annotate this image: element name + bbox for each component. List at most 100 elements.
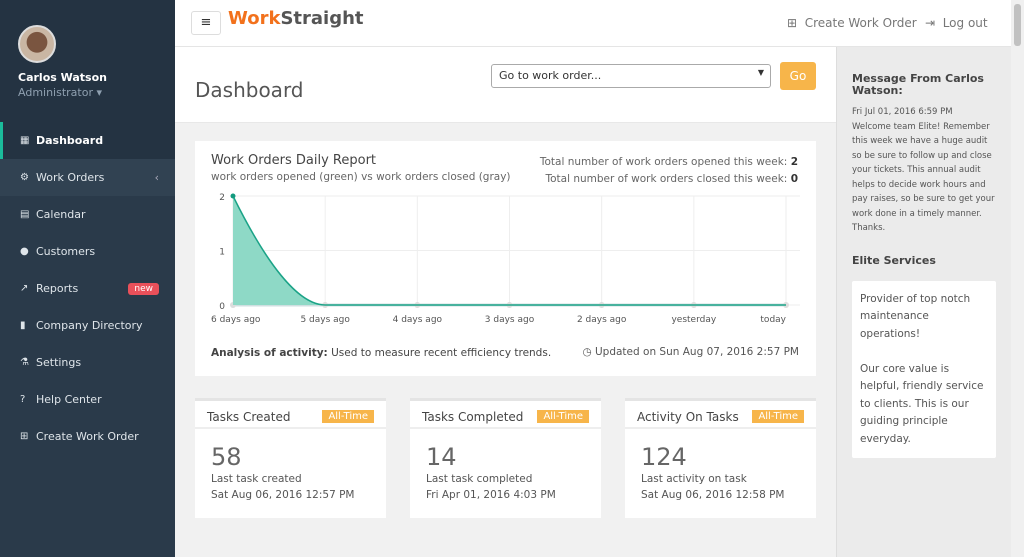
caret-down-icon: ▼ <box>757 68 764 77</box>
stat-title: Activity On Tasks <box>637 410 739 424</box>
opened-total: Total number of work orders opened this … <box>540 156 798 168</box>
sidebar: Carlos Watson Administrator ▾ ▦ Dashboard… <box>0 0 175 557</box>
logout-link[interactable]: ⇥ Log out <box>925 16 988 30</box>
topbar: ≡ WorkStraight ⊞ Create Work Order ⇥ Log… <box>175 0 1011 47</box>
th-large-icon: ▦ <box>20 135 30 146</box>
avatar[interactable] <box>18 25 56 63</box>
create-label: Create Work Order <box>804 16 917 30</box>
sidebar-item-label: Company Directory <box>36 319 143 332</box>
line-chart-icon: ↗ <box>20 283 29 294</box>
sidebar-item-reports[interactable]: ↗ Reports new <box>0 270 175 307</box>
select-value: Go to work order... <box>499 69 602 82</box>
closed-label: Total number of work orders closed this … <box>545 173 788 185</box>
create-work-order-link[interactable]: ⊞ Create Work Order <box>787 16 917 30</box>
opened-label: Total number of work orders opened this … <box>539 156 788 168</box>
scrollbar-thumb[interactable] <box>1014 4 1021 46</box>
page-header: Dashboard Go to work order... ▼ Go <box>175 47 836 123</box>
opened-point <box>230 193 236 199</box>
report-title: Work Orders Daily Report <box>211 153 377 168</box>
sidebar-item-label: Help Center <box>36 393 102 406</box>
sidebar-item-label: Create Work Order <box>36 430 139 443</box>
sidebar-item-label: Calendar <box>36 208 86 221</box>
message-heading: Message From Carlos Watson: <box>852 72 984 97</box>
stat-date: Sat Aug 06, 2016 12:57 PM <box>211 489 355 501</box>
x-tick-label: yesterday <box>671 315 716 325</box>
stat-title: Tasks Completed <box>422 410 524 424</box>
opened-series-line <box>232 195 786 306</box>
report-subtitle: work orders opened (green) vs work order… <box>211 171 511 183</box>
sidebar-item-label: Settings <box>36 356 82 369</box>
all-time-badge: All-Time <box>537 410 589 423</box>
chevron-left-icon: ‹ <box>154 171 159 184</box>
go-button[interactable]: Go <box>780 62 816 90</box>
services-p2: Our core value is helpful, friendly serv… <box>860 362 984 445</box>
flask-icon: ⚗ <box>20 357 29 368</box>
menu-toggle-button[interactable]: ≡ <box>191 11 221 35</box>
daily-report-chart: 0 1 2 6 days ago 5 days ago 4 days ago 3 days … <box>211 193 800 325</box>
profile: Carlos Watson Administrator ▾ <box>0 0 175 122</box>
sidebar-item-dashboard[interactable]: ▦ Dashboard <box>0 122 175 159</box>
updated-timestamp: ◷ Updated on Sun Aug 07, 2016 2:57 PM <box>582 346 799 358</box>
closed-value: 0 <box>790 173 798 185</box>
sidebar-item-company-directory[interactable]: ▮ Company Directory <box>0 307 175 344</box>
sidebar-item-label: Customers <box>36 245 96 258</box>
stat-caption: Last task created <box>211 473 302 485</box>
x-tick-label: 5 days ago <box>300 315 350 325</box>
sidebar-item-label: Work Orders <box>36 171 105 184</box>
logo[interactable]: WorkStraight <box>228 8 364 29</box>
sidebar-item-settings[interactable]: ⚗ Settings <box>0 344 175 381</box>
user-name: Carlos Watson <box>18 71 107 84</box>
opened-series-area <box>233 196 786 305</box>
user-role: Administrator <box>18 86 93 99</box>
analysis-text: Analysis of activity: Used to measure re… <box>211 347 551 359</box>
stat-caption: Last task completed <box>426 473 533 485</box>
calendar-icon: ▤ <box>20 209 30 220</box>
updated-text: Updated on Sun Aug 07, 2016 2:57 PM <box>594 346 799 358</box>
stat-card-tasks-created: Tasks Created All-Time 58 Last task creat… <box>195 398 386 518</box>
x-tick-label: today <box>760 315 786 325</box>
logo-straight: Straight <box>280 8 364 29</box>
user-icon: ● <box>20 246 29 257</box>
analysis-label: Analysis of activity: <box>211 347 328 359</box>
sign-out-icon: ⇥ <box>925 16 936 30</box>
logout-label: Log out <box>942 16 988 30</box>
closed-total: Total number of work orders closed this … <box>545 173 798 185</box>
message-body: Welcome team Elite! Remember this week w… <box>852 121 995 234</box>
services-heading: Elite Services <box>852 253 936 267</box>
plus-square-icon: ⊞ <box>20 431 29 442</box>
stat-caption: Last activity on task <box>641 473 747 485</box>
scrollbar[interactable] <box>1011 0 1024 557</box>
sidebar-item-calendar[interactable]: ▤ Calendar <box>0 196 175 233</box>
stat-value: 124 <box>641 443 687 471</box>
goto-work-order-select[interactable]: Go to work order... ▼ <box>491 64 771 88</box>
user-role-dropdown[interactable]: Administrator ▾ <box>18 86 157 99</box>
analysis-value: Used to measure recent efficiency trends… <box>331 347 552 359</box>
logo-work: Work <box>228 8 281 29</box>
x-tick-label: 4 days ago <box>393 315 443 325</box>
services-box: Provider of top notch maintenance operat… <box>852 280 996 458</box>
plus-square-icon: ⊞ <box>787 16 798 30</box>
sidebar-item-customers[interactable]: ● Customers <box>0 233 175 270</box>
x-tick-label: 2 days ago <box>577 315 627 325</box>
sidebar-item-create-work-order[interactable]: ⊞ Create Work Order <box>0 418 175 455</box>
y-tick-label: 2 <box>219 193 225 203</box>
x-tick-label: 3 days ago <box>485 315 535 325</box>
opened-value: 2 <box>790 156 798 168</box>
new-badge: new <box>128 282 159 295</box>
caret-down-icon: ▾ <box>96 86 103 99</box>
y-tick-label: 0 <box>219 302 225 312</box>
clock-icon: ◷ <box>582 346 592 358</box>
question-icon: ? <box>20 394 26 405</box>
right-panel: Message From Carlos Watson: Fri Jul 01, … <box>836 47 1011 557</box>
stat-card-activity: Activity On Tasks All-Time 124 Last activ… <box>625 398 816 518</box>
sidebar-item-label: Dashboard <box>36 134 104 147</box>
all-time-badge: All-Time <box>322 410 374 423</box>
stat-date: Fri Apr 01, 2016 4:03 PM <box>426 489 556 501</box>
stat-card-tasks-completed: Tasks Completed All-Time 14 Last task com… <box>410 398 601 518</box>
sidebar-item-label: Reports <box>36 282 79 295</box>
sidebar-item-work-orders[interactable]: ⚙ Work Orders ‹ <box>0 159 175 196</box>
page-title: Dashboard <box>195 78 304 102</box>
sidebar-item-help-center[interactable]: ? Help Center <box>0 381 175 418</box>
stat-title: Tasks Created <box>207 410 291 424</box>
stat-value: 58 <box>211 443 242 471</box>
